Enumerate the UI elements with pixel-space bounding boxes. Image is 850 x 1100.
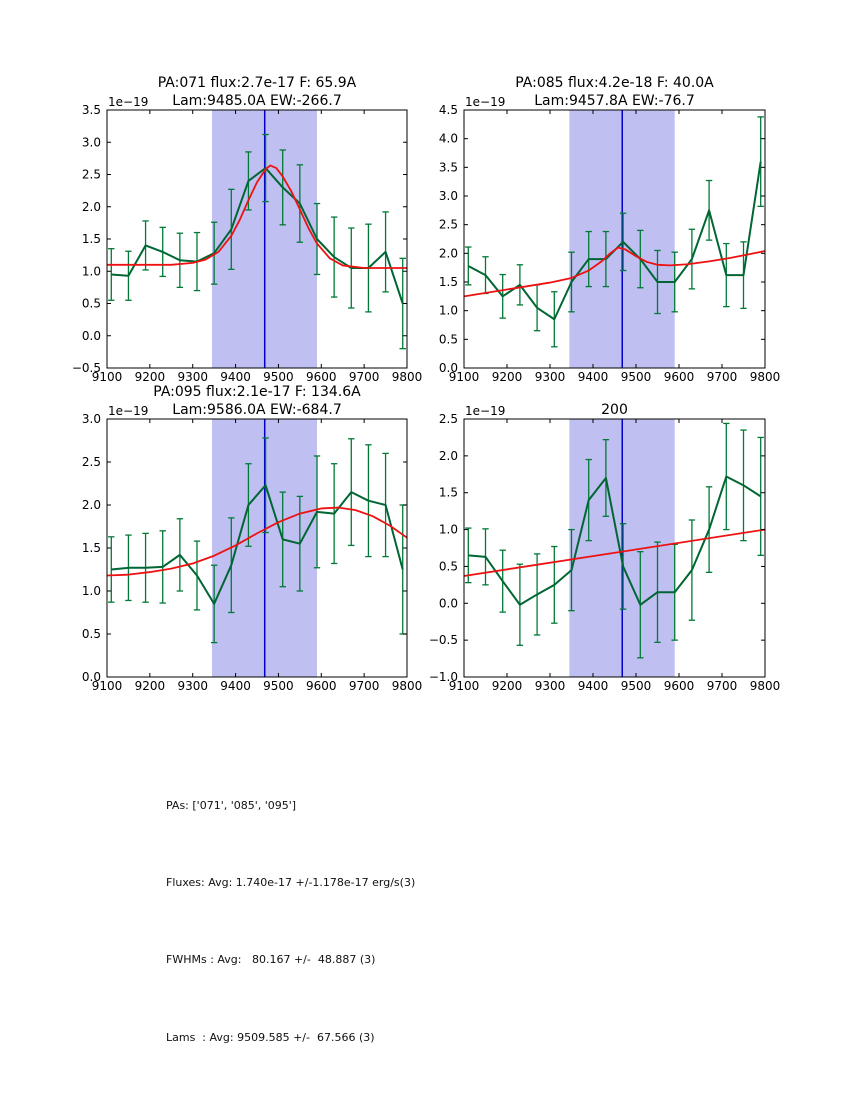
- y-tick-label: 3.5: [82, 103, 101, 117]
- subplot-pa071: 9100 9200 9300 9400 9500 9600 9700 9800 −0.5 0.0 0…: [72, 75, 422, 384]
- y-tick-label: 1.5: [439, 275, 458, 289]
- fit-line: [463, 528, 766, 577]
- y-tick-label: 2.0: [439, 449, 458, 463]
- y-tick-label: 0.0: [82, 670, 101, 684]
- x-tick-label: 9100: [449, 370, 480, 384]
- y-tick-label: 1.0: [439, 304, 458, 318]
- x-tick-label: 9200: [492, 679, 523, 693]
- y-tick-label: 4.5: [439, 103, 458, 117]
- y-tick-label: 2.5: [439, 218, 458, 232]
- stats-line-pas: PAs: ['071', '085', '095']: [166, 798, 297, 812]
- y-tick-label: 1.5: [82, 232, 101, 246]
- stats-line-fwhms: FWHMs : Avg: 80.167 +/- 48.887 (3): [166, 953, 376, 967]
- y-tick-label: 4.0: [439, 132, 458, 146]
- x-tick-label: 9400: [578, 679, 609, 693]
- subplot-pa085: 9100 9200 9300 9400 9500 9600 9700 9800 0.0 0.5 1.…: [439, 75, 780, 384]
- x-tick-label: 9800: [392, 679, 423, 693]
- axes-frame: [463, 109, 766, 369]
- y-tick-label: −0.5: [72, 361, 101, 375]
- x-tick-label: 9300: [535, 370, 566, 384]
- spectrum-line: [111, 167, 404, 304]
- x-tick-label: 9500: [263, 370, 294, 384]
- spectrum-line: [468, 475, 762, 606]
- fit-line: [107, 164, 407, 269]
- y-tick-label: 2.0: [82, 200, 101, 214]
- x-tick-label: 9200: [135, 679, 166, 693]
- x-tick-label: 9500: [621, 679, 652, 693]
- y-tick-label: −1.0: [429, 670, 458, 684]
- subplot-title-line1: PA:085 flux:4.2e-18 F: 40.0A: [515, 75, 714, 91]
- x-tick-label: 9100: [449, 679, 480, 693]
- x-tick-label: 9100: [92, 679, 123, 693]
- y-axis-offset-label: 1e−19: [465, 95, 505, 109]
- y-tick-label: 1.0: [82, 584, 101, 598]
- stats-line-lams: Lams : Avg: 9509.585 +/- 67.566 (3): [166, 1030, 375, 1044]
- subplot-plot-200: 9100 9200 9300 9400 9500 9600 9700 9800 −1.0 −0.5…: [429, 402, 780, 693]
- x-tick-label: 9500: [621, 370, 652, 384]
- x-tick-label: 9700: [349, 370, 380, 384]
- y-axis-offset-label: 1e−19: [108, 95, 148, 109]
- stats-line-fluxes: Fluxes: Avg: 1.740e-17 +/-1.178e-17 erg/…: [166, 875, 416, 889]
- y-tick-label: 3.0: [439, 189, 458, 203]
- x-tick-label: 9600: [664, 679, 695, 693]
- spectrum-line: [111, 484, 404, 605]
- stats-block: PAs: ['071', '085', '095'] Fluxes: Avg: …: [166, 741, 415, 1100]
- y-tick-label: 2.0: [82, 498, 101, 512]
- y-axis-offset-label: 1e−19: [108, 404, 148, 418]
- y-tick-label: −0.5: [429, 633, 458, 647]
- y-tick-label: 2.5: [82, 168, 101, 182]
- y-tick-label: 3.5: [439, 160, 458, 174]
- x-tick-label: 9800: [392, 370, 423, 384]
- fit-line: [463, 246, 766, 298]
- x-tick-label: 9700: [349, 679, 380, 693]
- y-tick-label: 0.5: [82, 627, 101, 641]
- y-tick-label: 0.0: [439, 361, 458, 375]
- y-tick-label: 1.5: [82, 541, 101, 555]
- x-tick-label: 9300: [177, 679, 208, 693]
- x-tick-label: 9700: [707, 370, 738, 384]
- y-axis-offset-label: 1e−19: [465, 404, 505, 418]
- subplot-title-line2: Lam:9457.8A EW:-76.7: [534, 93, 695, 109]
- y-tick-label: 0.5: [439, 332, 458, 346]
- y-tick-label: 2.0: [439, 246, 458, 260]
- y-tick-label: 2.5: [82, 455, 101, 469]
- x-tick-label: 9500: [263, 679, 294, 693]
- x-tick-label: 9100: [92, 370, 123, 384]
- y-tick-label: 3.0: [82, 135, 101, 149]
- y-tick-label: 0.5: [439, 559, 458, 573]
- x-tick-label: 9800: [750, 370, 781, 384]
- x-tick-label: 9600: [306, 679, 337, 693]
- fit-line: [106, 506, 408, 577]
- x-tick-label: 9600: [306, 370, 337, 384]
- x-tick-label: 9400: [220, 679, 251, 693]
- y-tick-label: 1.0: [82, 264, 101, 278]
- subplot-title-line1: PA:071 flux:2.7e-17 F: 65.9A: [158, 75, 357, 91]
- x-tick-label: 9700: [707, 679, 738, 693]
- subplot-title-line1: 200: [601, 402, 628, 418]
- x-tick-label: 9200: [492, 370, 523, 384]
- x-tick-label: 9400: [220, 370, 251, 384]
- subplot-title-line1: PA:095 flux:2.1e-17 F: 134.6A: [153, 384, 361, 400]
- x-tick-label: 9400: [578, 370, 609, 384]
- plots-svg: 9100 9200 9300 9400 9500 9600 9700 9800 −0.5 0.0 0…: [72, 75, 780, 693]
- x-tick-label: 9800: [750, 679, 781, 693]
- y-tick-label: 0.0: [439, 596, 458, 610]
- y-tick-label: 2.5: [439, 412, 458, 426]
- axes-frame: [463, 418, 766, 678]
- y-tick-label: 3.0: [82, 412, 101, 426]
- y-tick-label: 1.5: [439, 486, 458, 500]
- y-tick-label: 0.5: [82, 297, 101, 311]
- subplot-title-line2: Lam:9586.0A EW:-684.7: [172, 402, 341, 418]
- x-tick-label: 9300: [535, 679, 566, 693]
- subplot-title-line2: Lam:9485.0A EW:-266.7: [172, 93, 341, 109]
- x-tick-label: 9600: [664, 370, 695, 384]
- y-tick-label: 1.0: [439, 523, 458, 537]
- x-tick-label: 9300: [177, 370, 208, 384]
- subplot-pa095: 9100 9200 9300 9400 9500 9600 9700 9800 0.0 0.5 1.…: [82, 384, 422, 693]
- x-tick-label: 9200: [135, 370, 166, 384]
- y-tick-label: 0.0: [82, 329, 101, 343]
